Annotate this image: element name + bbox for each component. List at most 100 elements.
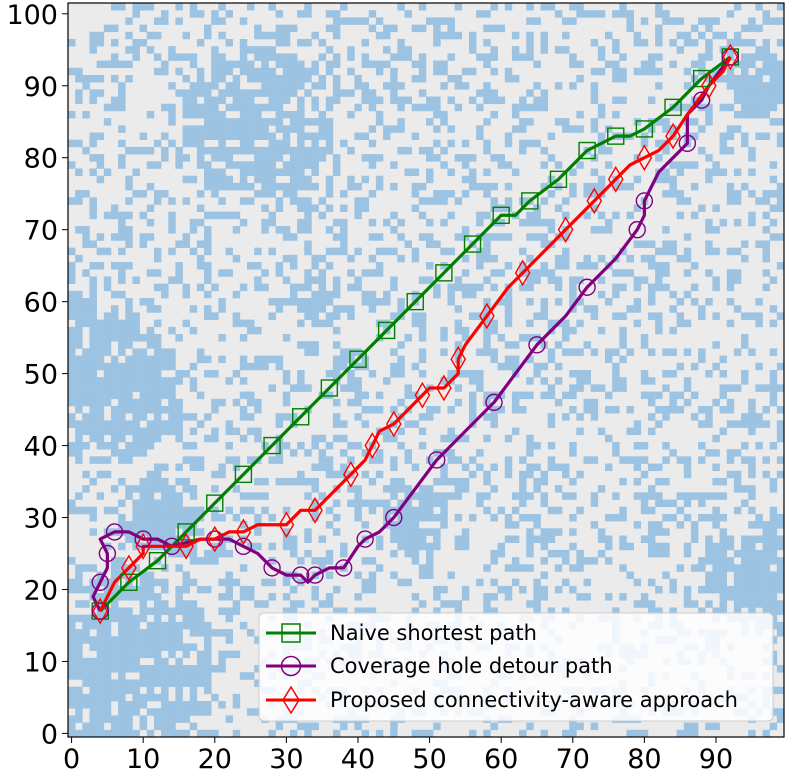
heatmap-cell: [204, 96, 212, 105]
heatmap-cell: [368, 161, 377, 169]
heatmap-cell: [332, 161, 341, 169]
heatmap-cell: [619, 334, 627, 342]
heatmap-cell: [211, 398, 219, 407]
heatmap-cell: [218, 463, 226, 472]
heatmap-cell: [511, 405, 520, 414]
heatmap-cell: [247, 197, 255, 205]
heatmap-cell: [168, 82, 176, 90]
heatmap-cell: [82, 226, 90, 234]
heatmap-cell: [605, 557, 613, 565]
heatmap-cell: [676, 405, 685, 414]
heatmap-cell: [447, 477, 455, 486]
heatmap-cell: [232, 290, 241, 299]
heatmap-cell: [89, 701, 97, 709]
heatmap-cell: [612, 67, 620, 76]
heatmap-cell: [590, 10, 599, 18]
heatmap-cell: [96, 348, 105, 356]
heatmap-cell: [719, 535, 728, 544]
heatmap-cell: [268, 542, 276, 551]
heatmap-cell: [576, 564, 584, 572]
heatmap-cell: [304, 549, 312, 558]
heatmap-cell: [118, 326, 126, 335]
heatmap-cell: [690, 413, 699, 421]
heatmap-cell: [239, 564, 248, 572]
heatmap-cell: [755, 103, 763, 112]
heatmap-cell: [347, 67, 355, 76]
heatmap-cell: [461, 67, 470, 76]
heatmap-cell: [669, 449, 677, 457]
heatmap-cell: [397, 370, 405, 378]
heatmap-cell: [533, 607, 541, 615]
heatmap-cell: [189, 10, 198, 18]
heatmap-cell: [153, 643, 162, 651]
heatmap-cell: [304, 204, 312, 212]
heatmap-cell: [741, 564, 749, 572]
heatmap-cell: [268, 53, 276, 61]
heatmap-cell: [426, 499, 434, 508]
heatmap-cell: [175, 3, 183, 11]
heatmap-cell: [440, 513, 448, 522]
heatmap-cell: [282, 535, 291, 544]
heatmap-cell: [719, 593, 728, 601]
heatmap-cell: [247, 326, 255, 335]
heatmap-cell: [161, 463, 169, 472]
heatmap-cell: [196, 67, 205, 76]
heatmap-cell: [211, 283, 219, 292]
heatmap-cell: [189, 672, 198, 680]
heatmap-cell: [239, 319, 248, 328]
heatmap-cell: [318, 305, 327, 313]
heatmap-cell: [189, 549, 198, 558]
heatmap-cell: [454, 3, 463, 11]
heatmap-cell: [118, 420, 126, 428]
heatmap-cell: [132, 38, 140, 47]
heatmap-cell: [189, 463, 198, 472]
heatmap-cell: [447, 53, 455, 61]
heatmap-cell: [282, 334, 291, 342]
heatmap-cell: [776, 182, 785, 191]
heatmap-cell: [82, 427, 90, 436]
heatmap-cell: [297, 82, 305, 90]
heatmap-cell: [332, 74, 341, 83]
heatmap-cell: [719, 384, 728, 392]
heatmap-cell: [354, 74, 362, 83]
heatmap-cell: [125, 636, 133, 644]
heatmap-cell: [254, 362, 262, 371]
heatmap-cell: [461, 334, 470, 342]
heatmap-cell: [68, 197, 76, 205]
heatmap-cell: [318, 146, 327, 155]
heatmap-cell: [89, 283, 97, 292]
heatmap-cell: [633, 427, 642, 436]
heatmap-cell: [103, 103, 112, 112]
heatmap-cell: [447, 600, 455, 608]
heatmap-cell: [418, 103, 427, 112]
heatmap-cell: [118, 391, 126, 400]
heatmap-cell: [705, 535, 713, 544]
heatmap-cell: [676, 46, 685, 54]
heatmap-cell: [289, 74, 298, 83]
heatmap-cell: [110, 290, 119, 299]
heatmap-cell: [125, 298, 133, 306]
heatmap-cell: [153, 348, 162, 356]
heatmap-cell: [153, 521, 162, 529]
heatmap-cell: [68, 370, 76, 378]
heatmap-cell: [504, 290, 513, 299]
heatmap-cell: [225, 247, 233, 256]
heatmap-cell: [118, 657, 126, 666]
heatmap-cell: [540, 103, 549, 112]
heatmap-cell: [89, 391, 97, 400]
heatmap-cell: [769, 535, 778, 544]
heatmap-cell: [68, 621, 76, 630]
heatmap-cell: [762, 197, 770, 205]
heatmap-cell: [762, 420, 770, 428]
heatmap-cell: [554, 276, 563, 284]
heatmap-cell: [125, 355, 133, 364]
heatmap-cell: [247, 118, 255, 126]
heatmap-cell: [318, 197, 327, 205]
heatmap-cell: [426, 571, 434, 579]
heatmap-cell: [204, 161, 212, 169]
heatmap-cell: [418, 499, 427, 508]
heatmap-cell: [232, 161, 241, 169]
heatmap-cell: [125, 485, 133, 493]
heatmap-cell: [490, 110, 498, 119]
heatmap-cell: [669, 305, 677, 313]
